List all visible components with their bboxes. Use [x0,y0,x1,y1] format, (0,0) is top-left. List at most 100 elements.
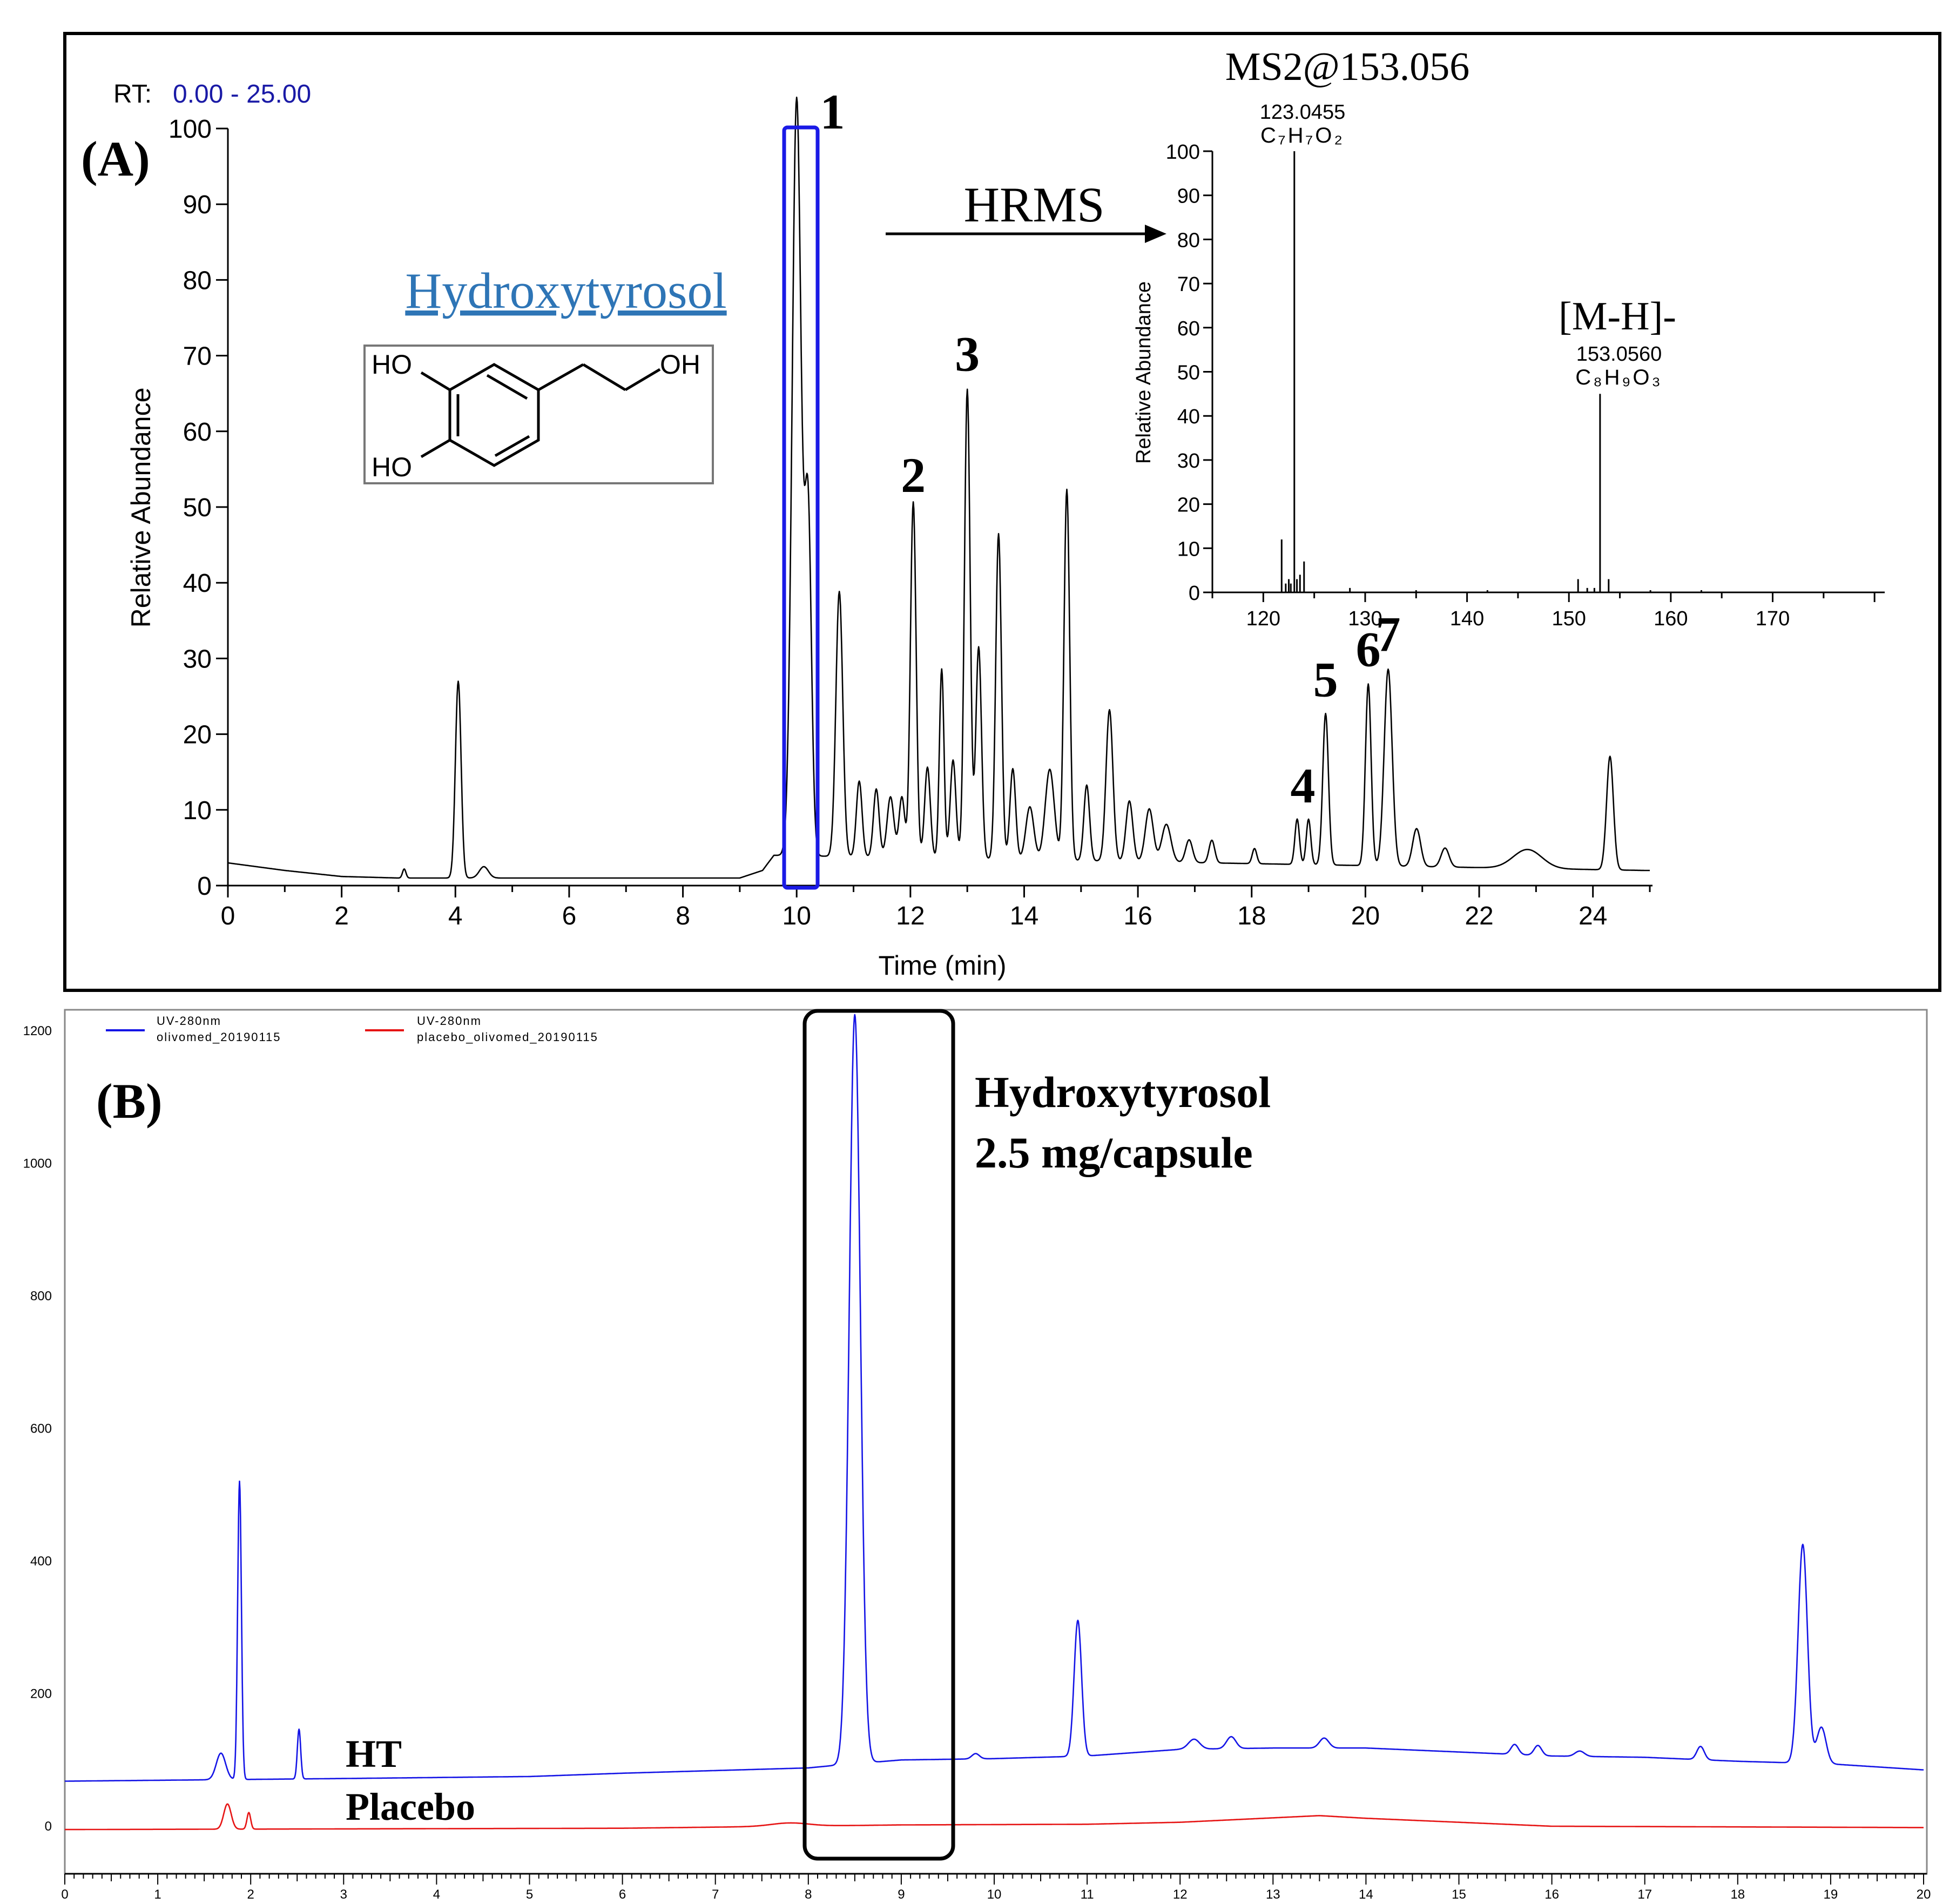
panel-a-x-tick-label: 6 [562,902,577,930]
panel-a-y-tick-label: 30 [183,645,212,673]
peak-label-2: 2 [901,448,926,503]
inset-title: MS2@153.056 [1225,45,1470,89]
panel-a-frame [63,32,1941,992]
inset-y-tick-label: 70 [1177,273,1200,296]
panel-a-x-tick-label: 20 [1351,902,1380,930]
panel-a-x-tick-label: 22 [1465,902,1493,930]
panel-b-x-tick-label: 8 [805,1887,812,1902]
peak-label-4: 4 [1291,758,1316,813]
panel-a-x-tick-label: 8 [676,902,690,930]
inset-y-tick-label: 100 [1166,141,1200,164]
panel-a-y-tick-label: 10 [183,796,212,825]
peak-1-highlight-box [782,125,820,890]
panel-a-axes [227,129,1653,887]
panel-a-x-axis-label: Time (min) [878,950,1006,981]
structure-oh-label-1: HO [372,349,412,380]
panel-b-y-tick-label: 400 [30,1554,52,1569]
inset-y-tick-label: 90 [1177,185,1200,208]
inset-annotation-mz-2: 153.0560 [1576,343,1662,366]
panel-b-y-tick-label: 800 [30,1289,52,1304]
peak-label-1: 1 [820,84,845,139]
panel-a-y-tick-label: 90 [183,191,212,219]
inset-y-axis-label: Relative Abundance [1132,281,1155,464]
panel-b-y-tick-label: 1000 [23,1156,52,1171]
structure-oh-label-3: OH [660,349,700,380]
hrms-arrow-head-icon [1145,225,1166,243]
panel-b-x-tick-label: 15 [1452,1887,1466,1902]
panel-a-y-tick-label: 20 [183,721,212,750]
peak-label-3: 3 [955,327,980,382]
inset-y-tick-label: 10 [1177,538,1200,561]
inset-y-tick-label: 0 [1189,582,1200,605]
panel-b-x-tick-label: 10 [987,1887,1002,1902]
panel-b-x-tick-label: 18 [1730,1887,1745,1902]
panel-a-x-tick-label: 2 [334,902,349,930]
panel-b-x-tick-label: 12 [1173,1887,1188,1902]
inset-y-tick-label: 50 [1177,362,1200,384]
panel-b-x-tick-label: 19 [1824,1887,1838,1902]
inset-x-tick-label: 120 [1246,607,1280,630]
panel-a-y-tick-label: 70 [183,342,212,371]
placebo-trace [64,1803,1924,1831]
panel-b-x-tick-label: 14 [1359,1887,1373,1902]
inset-annotation-formula-2: C₈H₉O₃ [1575,366,1663,389]
panel-a-x-tick-label: 18 [1237,902,1266,930]
hydroxytyrosol-structure-icon [420,363,661,467]
inset-axes [1211,151,1885,593]
panel-b-x-tick-label: 13 [1266,1887,1280,1902]
hydroxytyrosol-highlight-box [802,1009,955,1861]
panel-a-x-tick-label: 0 [221,902,235,930]
panel-b-y-tick-label: 200 [30,1686,52,1701]
panel-b-label: (B) [96,1073,163,1129]
panel-a-x-tick-label: 12 [896,902,925,930]
panel-b-x-tick-label: 0 [61,1887,68,1902]
legend-placebo-line1: UV-280nm [417,1014,482,1028]
hrms-label: HRMS [964,177,1105,232]
trace-label-ht: HT [346,1732,402,1775]
inset-annotation-mz-1: 123.0455 [1260,101,1346,124]
panel-b-x-tick-label: 11 [1081,1887,1094,1902]
panel-b-y-tick-label: 1200 [23,1024,52,1038]
peak-label-7: 7 [1376,606,1401,661]
inset-x-tick-label: 170 [1756,607,1790,630]
panel-b-x-tick-label: 16 [1544,1887,1559,1902]
inset-x-tick-label: 160 [1654,607,1688,630]
inset-annotation-ion: [M-H]- [1559,294,1676,339]
panel-a-y-tick-label: 40 [183,569,212,598]
hydroxytyrosol-annotation-line2: 2.5 mg/capsule [975,1128,1253,1177]
panel-a-y-tick-label: 50 [183,494,212,522]
panel-b-x-tick-label: 17 [1637,1887,1652,1902]
legend-ht-line2: olivomed_20190115 [157,1030,281,1044]
panel-b-x-tick-label: 5 [526,1887,533,1902]
panel-a-y-tick-label: 80 [183,266,212,295]
panel-a-x-tick-label: 10 [783,902,811,930]
panel-a-label: (A) [81,131,150,186]
panel-b-x-tick-label: 2 [247,1887,254,1902]
panel-a-x-tick-label: 24 [1579,902,1607,930]
panel-b-y-tick-label: 0 [45,1819,52,1834]
inset-x-tick-label: 150 [1552,607,1586,630]
inset-x-tick-label: 130 [1348,607,1382,630]
panel-b-x-tick-label: 4 [433,1887,440,1902]
panel-a-y-axis-label: Relative Abundance [126,388,156,628]
panel-a-rt-label: RT: [113,80,152,109]
panel-b-y-tick-label: 600 [30,1421,52,1436]
inset-y-tick-label: 30 [1177,450,1200,472]
ht-trace [64,1014,1924,1782]
panel-a-x-tick-label: 4 [448,902,463,930]
legend-ht-line1: UV-280nm [157,1014,221,1028]
panel-b-x-tick-label: 1 [154,1887,161,1902]
panel-b-x-tick-label: 3 [340,1887,347,1902]
panel-b-x-tick-label: 20 [1917,1887,1931,1902]
compound-name-link[interactable]: Hydroxytyrosol [405,263,726,319]
peak-label-5: 5 [1313,652,1338,707]
panel-a-y-tick-label: 60 [183,418,212,447]
panel-b-x-tick-label: 9 [898,1887,905,1902]
legend-placebo-line2: placebo_olivomed_20190115 [417,1030,598,1044]
peak-label-6: 6 [1356,622,1381,677]
structure-oh-label-2: HO [372,452,412,482]
legend: UV-280nm olivomed_20190115 UV-280nm plac… [106,1014,598,1044]
panel-a-chromatogram-trace [227,96,1650,879]
panel-a-y-tick-label: 0 [197,872,212,901]
